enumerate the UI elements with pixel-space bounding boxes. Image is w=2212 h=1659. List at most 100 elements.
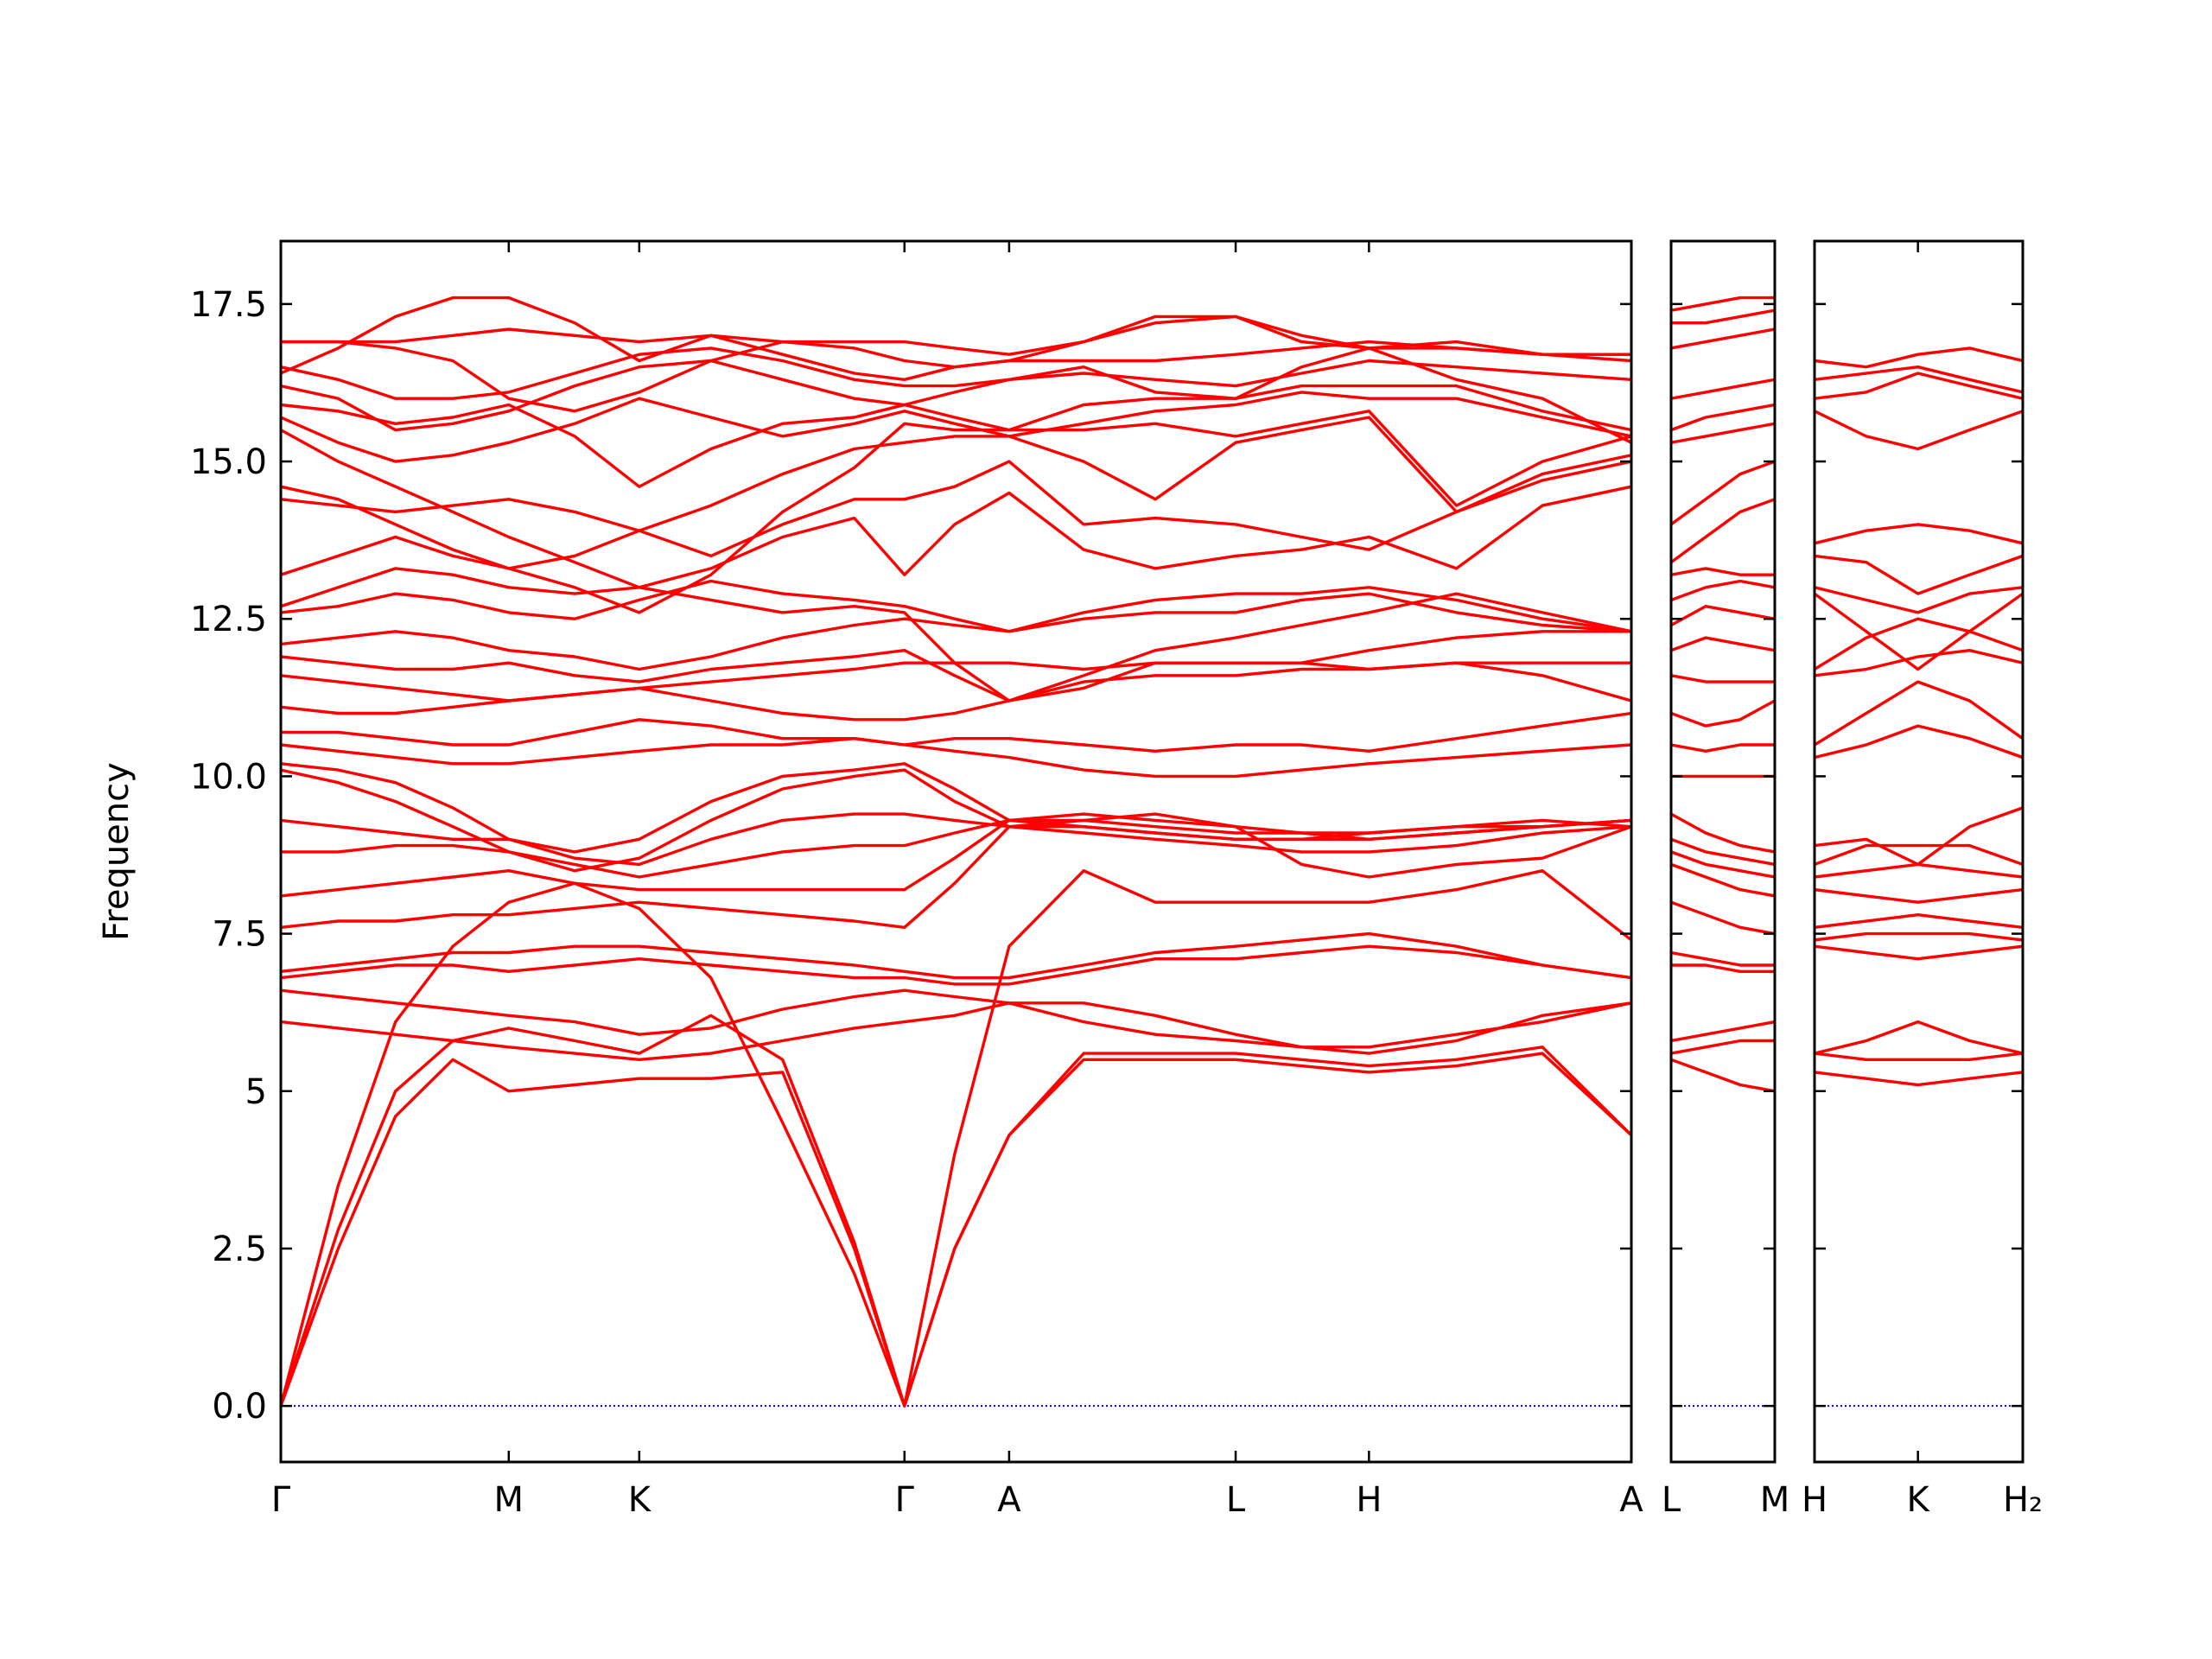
y-tick-label: 0.0 <box>212 1387 267 1427</box>
band-line <box>281 346 1631 444</box>
band-line <box>1671 403 1775 432</box>
band-line <box>1671 850 1775 879</box>
band-line <box>1815 592 2023 671</box>
band-line <box>1815 523 2023 545</box>
x-tick-label: M <box>1760 1480 1790 1520</box>
band-line <box>1671 308 1775 325</box>
band-line <box>1815 554 2023 595</box>
band-line <box>281 869 1631 1408</box>
panel: H K H₂ <box>1802 239 2043 1520</box>
band-line <box>1815 346 2023 369</box>
band-line <box>1671 579 1775 601</box>
band-line <box>1671 1039 1775 1055</box>
x-tick-label: H₂ <box>2003 1480 2043 1520</box>
band-line <box>1815 1071 2023 1087</box>
axes-frame <box>279 239 1633 1464</box>
band-line <box>281 630 1631 702</box>
band-line <box>1671 837 1775 867</box>
band-line <box>1815 944 2023 961</box>
band-line <box>1671 900 1775 936</box>
band-line <box>1671 327 1775 350</box>
band-line <box>1671 963 1775 973</box>
band-line <box>281 661 1631 702</box>
y-tick-label: 15.0 <box>190 442 267 482</box>
x-tick-label: Γ <box>895 1480 915 1520</box>
band-line <box>1815 649 2023 677</box>
band-line <box>281 988 1631 1055</box>
y-tick-label: 5 <box>245 1072 267 1112</box>
band-line <box>281 812 1631 867</box>
band-line <box>281 410 1631 614</box>
band-line <box>1671 1058 1775 1093</box>
band-line <box>281 485 1631 608</box>
y-tick-label: 12.5 <box>190 600 267 639</box>
band-line <box>1815 410 2023 451</box>
x-tick-label: K <box>628 1480 652 1520</box>
band-line <box>1815 843 2023 867</box>
band-line <box>1815 586 2023 614</box>
band-line <box>1815 913 2023 929</box>
x-tick-label: A <box>1619 1480 1643 1520</box>
y-tick-label: 17.5 <box>190 285 267 325</box>
band-line <box>281 429 1631 702</box>
band-line <box>1815 617 2023 671</box>
band-line <box>1671 498 1775 564</box>
band-line <box>281 818 1631 898</box>
band-line <box>281 818 1631 879</box>
band-line <box>1671 950 1775 967</box>
band-line <box>281 711 1631 753</box>
band-line <box>281 315 1631 356</box>
x-tick-label: Γ <box>271 1480 291 1520</box>
band-line <box>281 661 1631 721</box>
band-line <box>281 825 1631 929</box>
band-line <box>281 579 1631 633</box>
band-line <box>1671 699 1775 728</box>
band-line <box>281 296 1631 381</box>
band-line <box>1671 862 1775 898</box>
band-line <box>281 460 1631 576</box>
y-axis-label: Frequency <box>97 762 137 941</box>
band-line <box>1815 931 2023 942</box>
axes-frame <box>1669 239 1777 1464</box>
band-line <box>281 346 1631 400</box>
band-line <box>1815 1020 2023 1055</box>
band-line <box>1671 422 1775 444</box>
y-tick-label: 10.0 <box>190 757 267 797</box>
band-line <box>1671 567 1775 576</box>
band-line <box>1671 674 1775 683</box>
panel: 0.0 2.5 5 7.5 10.0 12.5 15.0 17.5 Γ M K Γ A L H A Freque… <box>97 239 1643 1520</box>
band-line <box>281 944 1631 986</box>
y-tick-label: 7.5 <box>212 915 267 955</box>
band-line <box>1815 372 2023 400</box>
x-tick-label: H <box>1356 1480 1382 1520</box>
band-line <box>1671 605 1775 626</box>
x-tick-label: H <box>1802 1480 1827 1520</box>
band-line <box>1815 365 2023 394</box>
band-line <box>281 391 1631 463</box>
band-line <box>281 768 1631 879</box>
y-tick-label: 2.5 <box>212 1230 267 1269</box>
x-tick-label: L <box>1662 1480 1681 1520</box>
band-line <box>1671 743 1775 753</box>
x-tick-label: K <box>1907 1480 1931 1520</box>
x-tick-label: L <box>1226 1480 1246 1520</box>
band-line <box>281 762 1631 854</box>
x-tick-label: M <box>494 1480 524 1520</box>
band-line <box>1671 1020 1775 1043</box>
x-tick-label: A <box>997 1480 1021 1520</box>
band-line <box>1815 887 2023 904</box>
band-line <box>281 931 1631 980</box>
band-line <box>1671 812 1775 854</box>
band-line <box>1671 378 1775 400</box>
band-line <box>1815 806 2023 867</box>
band-line <box>1815 724 2023 760</box>
band-line <box>281 592 1631 671</box>
band-line <box>1671 296 1775 312</box>
axes-frame <box>1813 239 2024 1464</box>
band-line <box>1815 680 2023 747</box>
band-line <box>1671 460 1775 526</box>
band-line <box>1671 636 1775 652</box>
band-line <box>281 1001 1631 1061</box>
